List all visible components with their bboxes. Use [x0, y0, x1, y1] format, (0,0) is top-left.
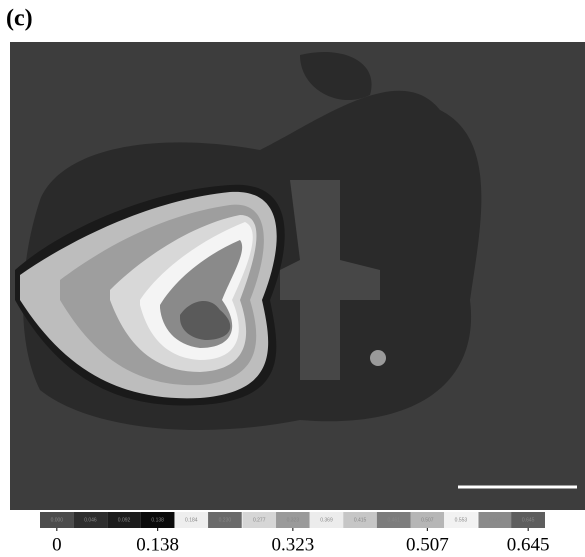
colorbar-swatch [478, 512, 513, 528]
colorbar-level-label: 0.138 [151, 517, 164, 523]
colorbar-level-label: 0.046 [84, 517, 97, 523]
tick-label: 0 [52, 534, 62, 555]
colorbar-level-label: 0.230 [219, 517, 232, 523]
contour-map [10, 42, 585, 510]
colorbar-swatch [410, 512, 445, 528]
colorbar-swatch [174, 512, 209, 528]
contour-region [280, 180, 380, 380]
colorbar-level-label: 0.553 [455, 517, 468, 523]
colorbar-swatch [343, 512, 377, 528]
colorbar-swatch [208, 512, 242, 528]
colorbar-level-label: 0.645 [522, 517, 535, 523]
contour-region [180, 300, 231, 340]
colorbar-swatch [511, 512, 545, 528]
tick-label: 0.138 [136, 534, 179, 555]
colorbar-level-label: 0.323 [287, 517, 300, 523]
tick-label: 0.323 [271, 534, 314, 555]
colorbar-level-label: 0.461 [387, 517, 400, 523]
colorbar-swatch [107, 512, 141, 528]
colorbar-swatch [376, 512, 411, 528]
panel-label: (c) [6, 6, 33, 32]
contour-region [370, 350, 386, 366]
tick-label: 0.645 [507, 534, 550, 555]
colorbar-level-label: 0.369 [320, 517, 333, 523]
colorbar-level-label: 0.600 [489, 517, 502, 523]
colorbar-swatch [40, 512, 74, 528]
colorbar: 0.000 0.046 0.092 0.138 0.184 0.230 0.277 0.323… [40, 512, 550, 555]
colorbar-level-label: 0.507 [421, 517, 434, 523]
colorbar-swatch [242, 512, 277, 528]
colorbar-swatch [309, 512, 344, 528]
colorbar-level-label: 0.092 [118, 517, 131, 523]
colorbar-level-label: 0.277 [253, 517, 266, 523]
colorbar-level-label: 0.415 [354, 517, 367, 523]
tick-label: 0.507 [406, 534, 449, 555]
colorbar-swatch [140, 512, 175, 528]
colorbar-swatch [276, 512, 310, 528]
contour-region [300, 51, 372, 101]
colorbar-level-label: 0.000 [51, 517, 64, 523]
colorbar-level-label: 0.184 [185, 517, 198, 523]
colorbar-swatch [444, 512, 478, 528]
colorbar-swatch [73, 512, 108, 528]
